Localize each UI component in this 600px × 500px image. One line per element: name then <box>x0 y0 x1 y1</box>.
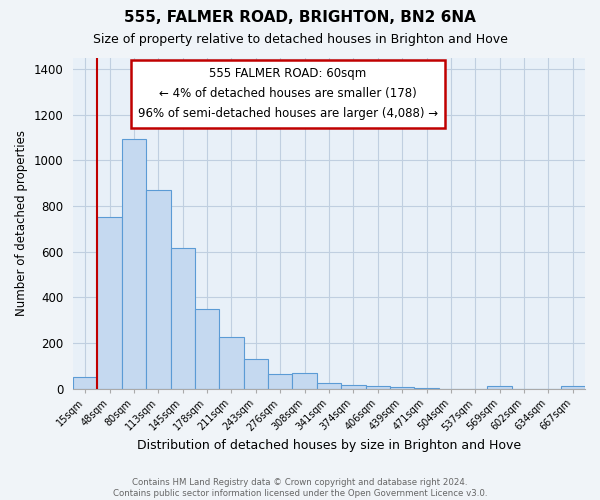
Bar <box>195 309 220 388</box>
Bar <box>365 386 390 388</box>
Bar <box>146 190 170 388</box>
Bar <box>97 218 122 388</box>
Bar <box>220 336 244 388</box>
Text: 555 FALMER ROAD: 60sqm
← 4% of detached houses are smaller (178)
96% of semi-det: 555 FALMER ROAD: 60sqm ← 4% of detached … <box>138 68 438 120</box>
Bar <box>244 359 268 388</box>
Bar <box>73 376 97 388</box>
Text: 555, FALMER ROAD, BRIGHTON, BN2 6NA: 555, FALMER ROAD, BRIGHTON, BN2 6NA <box>124 10 476 25</box>
X-axis label: Distribution of detached houses by size in Brighton and Hove: Distribution of detached houses by size … <box>137 440 521 452</box>
Y-axis label: Number of detached properties: Number of detached properties <box>15 130 28 316</box>
Bar <box>170 248 195 388</box>
Text: Contains HM Land Registry data © Crown copyright and database right 2024.
Contai: Contains HM Land Registry data © Crown c… <box>113 478 487 498</box>
Text: Size of property relative to detached houses in Brighton and Hove: Size of property relative to detached ho… <box>92 32 508 46</box>
Bar <box>317 383 341 388</box>
Bar <box>487 386 512 388</box>
Bar <box>341 384 365 388</box>
Bar <box>292 372 317 388</box>
Bar <box>122 138 146 388</box>
Bar <box>560 386 585 388</box>
Bar <box>268 374 292 388</box>
